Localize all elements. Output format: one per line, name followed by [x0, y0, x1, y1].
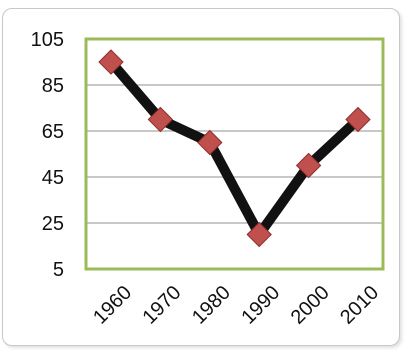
data-point-marker: [197, 129, 223, 156]
series-line: [107, 58, 362, 244]
x-axis-tick-labels: 1960 1970 1980 1990 2000 2010: [89, 282, 383, 329]
y-tick-label: 25: [42, 213, 64, 235]
data-point-marker: [98, 49, 124, 75]
data-markers: [98, 49, 371, 248]
grid-lines: [86, 84, 383, 224]
y-tick-label: 45: [42, 167, 64, 189]
plot-area-border: [84, 37, 385, 271]
y-tick-label: 85: [42, 75, 64, 97]
x-tick-label: 1990: [237, 282, 284, 329]
y-tick-label: 5: [53, 259, 64, 281]
x-tick-label: 1980: [188, 282, 235, 329]
data-point-marker: [295, 152, 322, 179]
data-point-marker: [147, 106, 174, 133]
data-point-marker: [345, 106, 371, 133]
x-tick-label: 2000: [287, 282, 334, 329]
x-tick-label: 2010: [336, 282, 383, 329]
y-tick-label: 105: [31, 29, 64, 51]
x-tick-label: 1970: [139, 282, 186, 329]
y-tick-label: 65: [42, 121, 64, 143]
y-axis-tick-labels: 105 85 65 45 25 5: [31, 29, 64, 281]
x-tick-label: 1960: [89, 282, 136, 329]
data-point-marker: [246, 221, 272, 248]
